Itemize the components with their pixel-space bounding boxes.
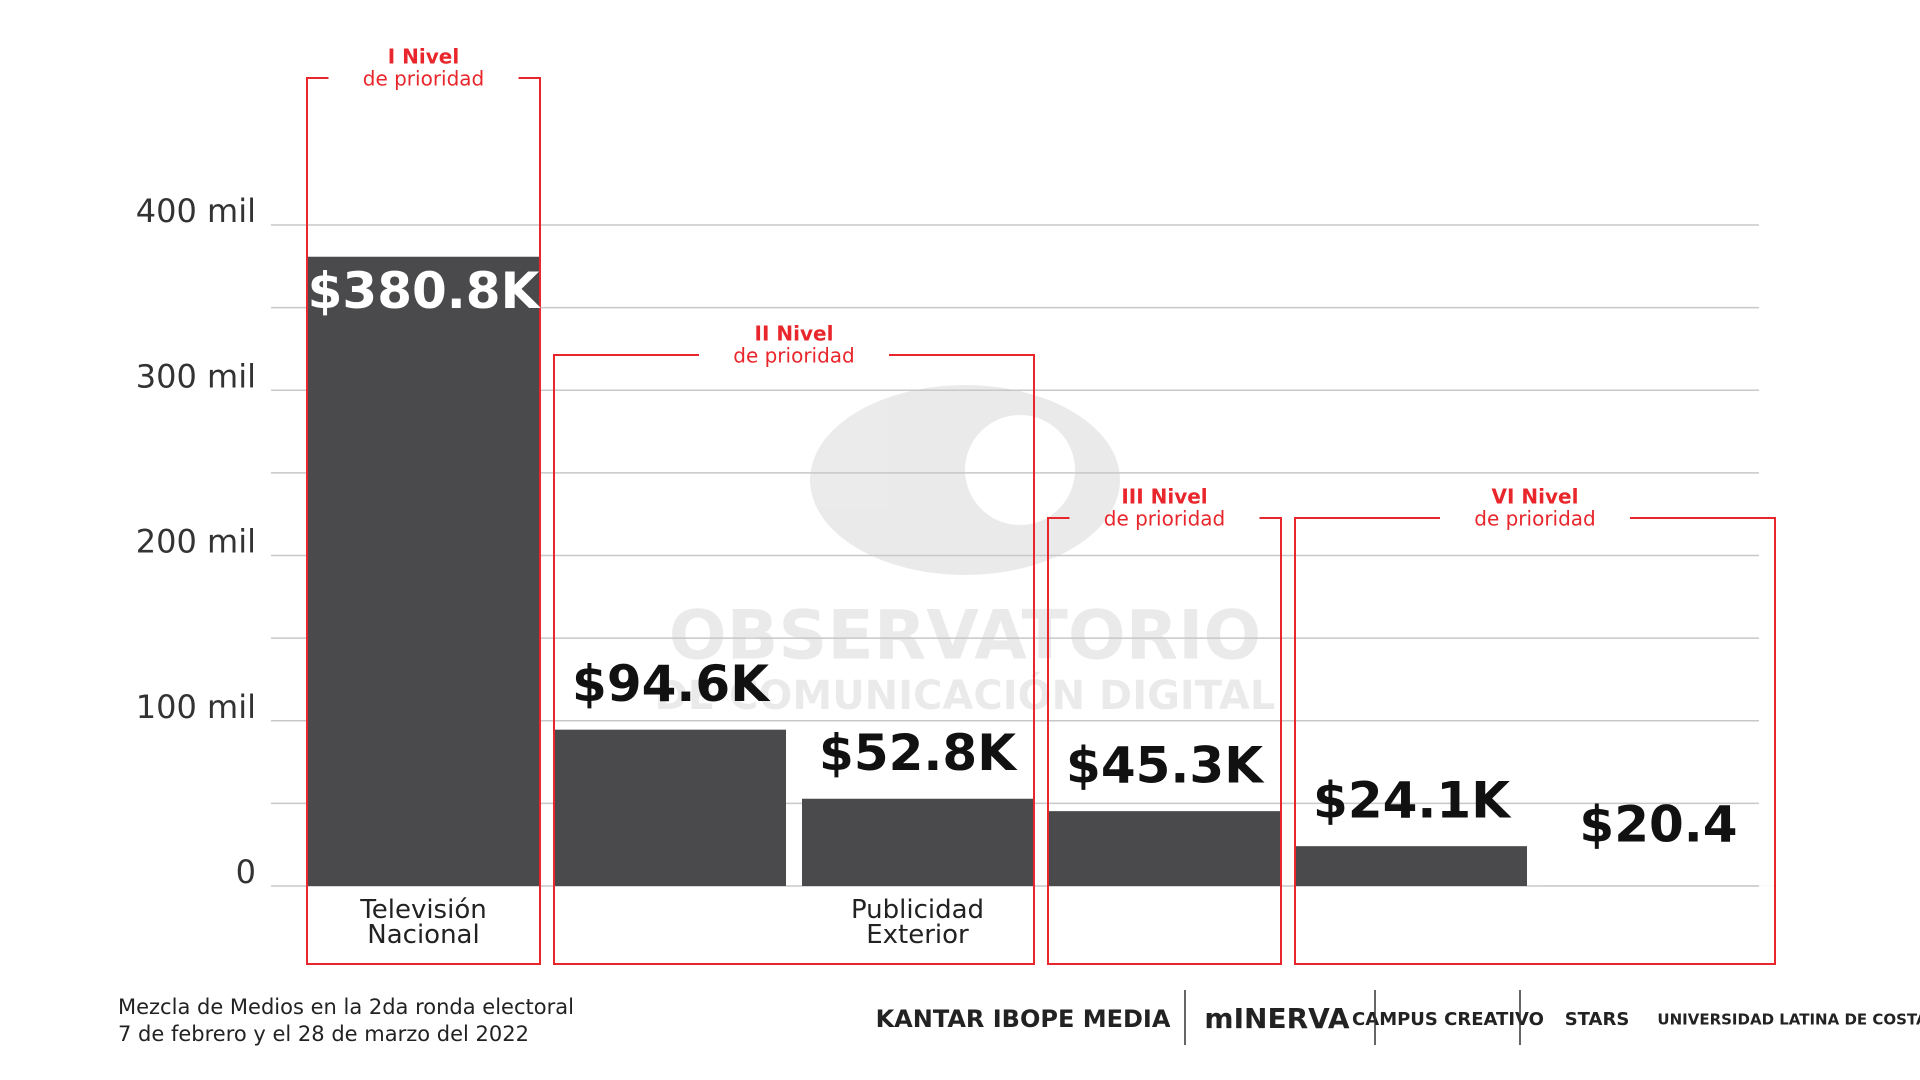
logo: mINERVA — [1204, 1002, 1349, 1035]
group-frame — [553, 354, 1035, 965]
value-label: $94.6K — [572, 655, 771, 713]
y-tick-label: 400 mil — [136, 192, 256, 230]
group-subtitle: de prioridad — [1104, 507, 1226, 531]
value-label: $380.8K — [308, 262, 542, 320]
note: 7 de febrero y el 28 de marzo del 2022 — [118, 1022, 529, 1046]
group-title: III Nivel — [1121, 485, 1207, 509]
bar — [1296, 846, 1527, 886]
y-tick-label: 200 mil — [136, 523, 256, 561]
group-title: I Nivel — [388, 45, 459, 69]
bar — [1049, 811, 1280, 886]
group-subtitle: de prioridad — [1474, 507, 1596, 531]
y-tick-label: 100 mil — [136, 688, 256, 726]
x-tick-label: Publicidad Exterior — [851, 895, 984, 950]
group-frame — [306, 77, 541, 965]
bar — [802, 798, 1033, 886]
bar — [308, 256, 539, 886]
group-subtitle: de prioridad — [363, 67, 485, 91]
x-tick-label: Televisión Nacional — [359, 895, 486, 950]
group-title: II Nivel — [755, 322, 834, 346]
group-title: VI Nivel — [1492, 485, 1579, 509]
value-label: $52.8K — [819, 724, 1018, 782]
y-tick-label: 300 mil — [136, 357, 256, 395]
logo: KANTAR IBOPE MEDIA — [876, 1005, 1171, 1033]
group-frame — [1294, 517, 1776, 965]
note: Mezcla de Medios en la 2da ronda elector… — [118, 995, 574, 1019]
y-tick-label: 0 — [236, 853, 256, 891]
watermark-text: OBSERVATORIO — [669, 597, 1261, 676]
logo: UNIVERSIDAD LATINA DE COSTA RICA — [1657, 1011, 1920, 1029]
logo: STARS — [1565, 1009, 1630, 1030]
group-subtitle: de prioridad — [733, 344, 855, 368]
bar — [555, 729, 786, 886]
value-label: $24.1K — [1313, 772, 1512, 830]
logo: CAMPUS CREATIVO — [1352, 1009, 1544, 1030]
group-frame — [1047, 517, 1282, 965]
value-label: $45.3K — [1066, 737, 1265, 795]
value-label: $20.4 — [1579, 796, 1737, 854]
watermark-text: DE COMUNICACIÓN DIGITAL — [655, 671, 1276, 719]
